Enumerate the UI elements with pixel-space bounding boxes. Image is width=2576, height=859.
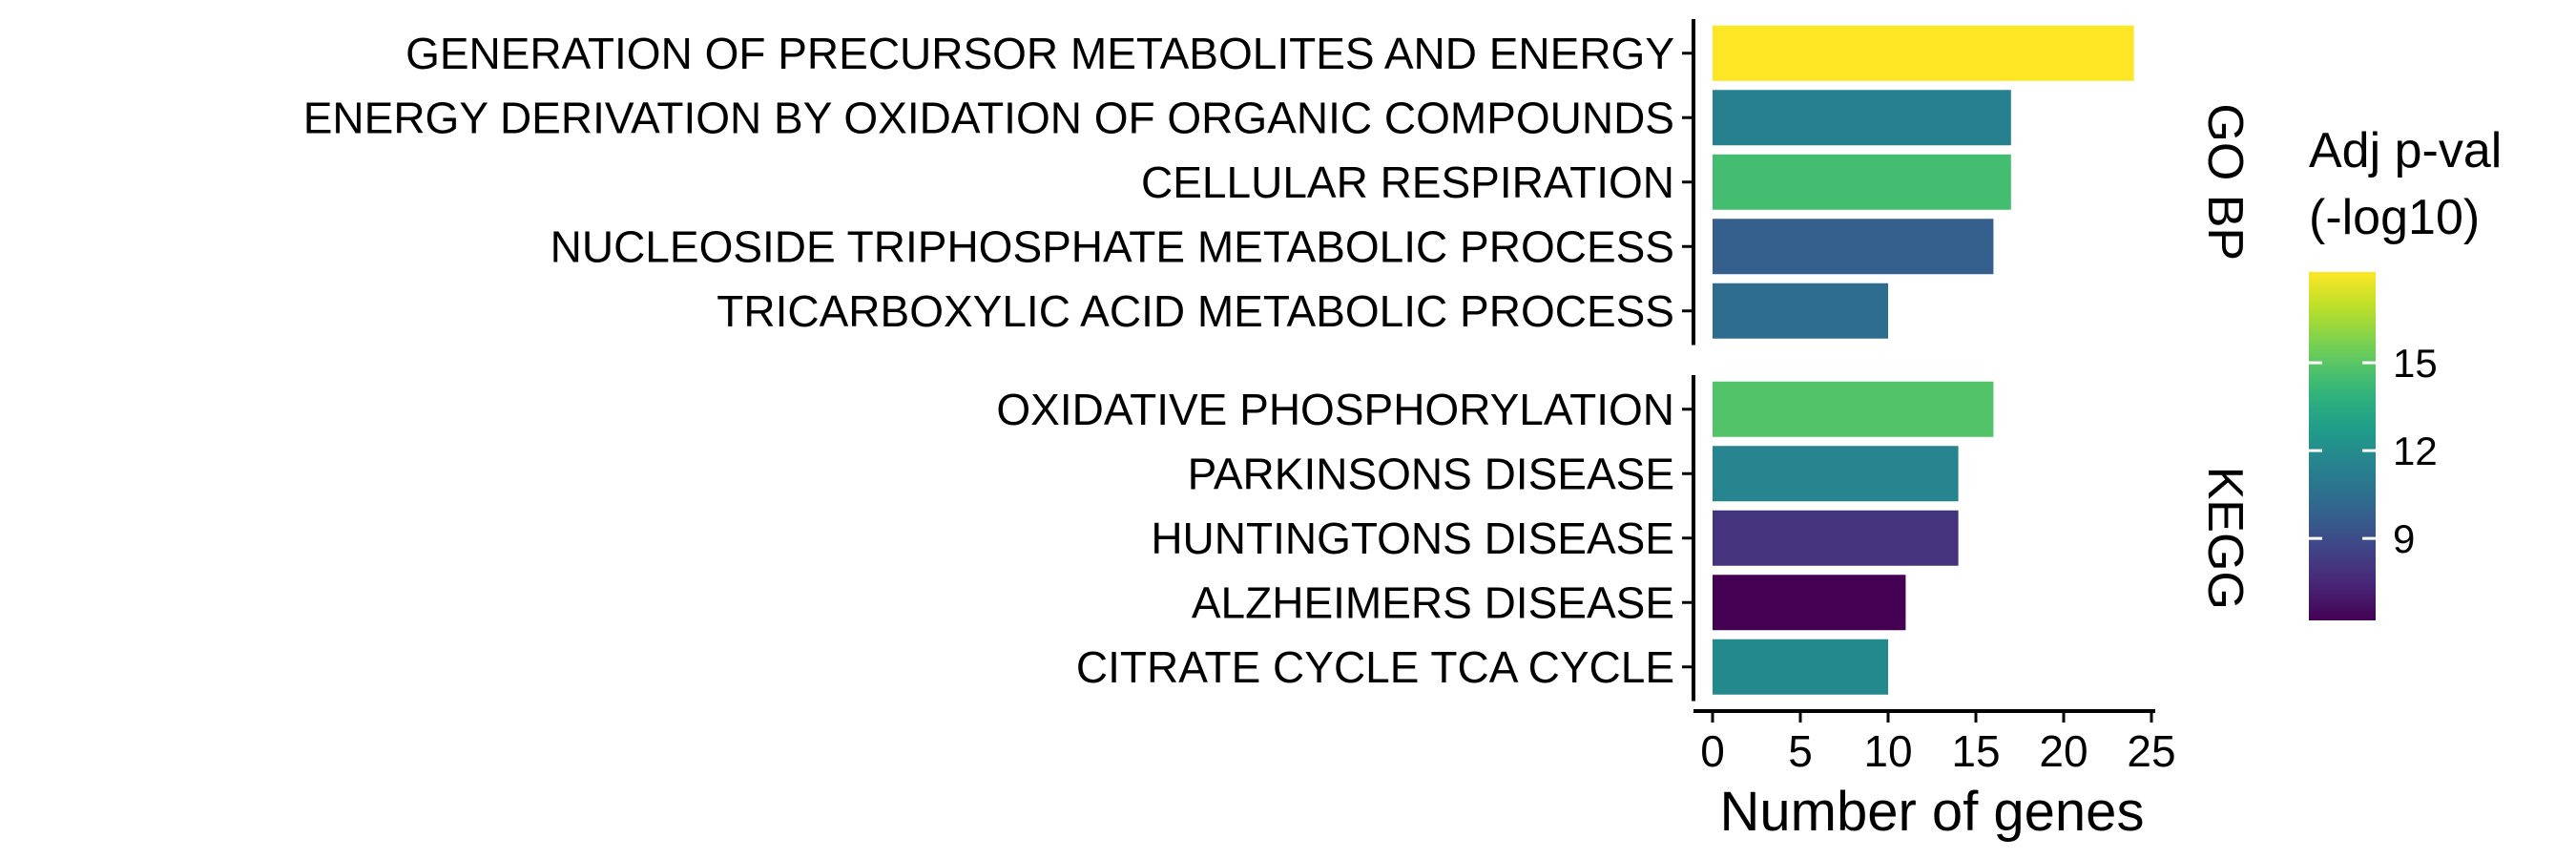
colorbar-tick-label: 12 [2393,429,2438,473]
category-label: CITRATE CYCLE TCA CYCLE [1076,642,1674,692]
category-label: TRICARBOXYLIC ACID METABOLIC PROCESS [717,286,1674,336]
category-label: NUCLEOSIDE TRIPHOSPHATE METABOLIC PROCES… [551,221,1674,271]
bar [1713,510,1959,566]
bar [1713,283,1888,339]
x-tick-label: 0 [1700,726,1725,776]
category-label: OXIDATIVE PHOSPHORYLATION [996,385,1674,434]
x-tick-label: 15 [1951,726,2000,776]
colorbar-tick-label: 9 [2393,516,2415,561]
bar [1713,381,1994,437]
legend-title-line: Adj p-val [2309,123,2502,178]
x-tick-label: 20 [2039,726,2088,776]
category-label: CELLULAR RESPIRATION [1141,157,1674,207]
category-label: GENERATION OF PRECURSOR METABOLITES AND … [405,29,1674,78]
bar [1713,154,2011,210]
category-label: PARKINSONS DISEASE [1188,449,1674,498]
colorbar-legend: Adj p-val (-log10) 9 12 15 [2309,123,2502,620]
category-label: ALZHEIMERS DISEASE [1192,577,1674,627]
panel-strip-label: KEGG [2197,467,2253,610]
panels-layer: GENERATION OF PRECURSOR METABOLITES AND … [303,19,2253,702]
x-axis-title: Number of genes [1720,781,2145,843]
bar [1713,90,2011,146]
panel-kegg: OXIDATIVE PHOSPHORYLATION PARKINSONS DISE… [996,375,2253,702]
x-axis: 0 5 10 15 20 25 [1693,709,2176,776]
colorbar-tick-label: 15 [2393,341,2438,386]
bar [1713,446,1959,502]
panel-go-bp: GENERATION OF PRECURSOR METABOLITES AND … [303,19,2253,346]
category-label: HUNTINGTONS DISEASE [1151,513,1674,563]
colorbar [2309,272,2376,620]
x-tick-label: 25 [2127,726,2175,776]
bar [1713,219,1994,275]
bar [1713,639,1888,695]
legend-title-line: (-log10) [2309,190,2480,245]
category-label: ENERGY DERIVATION BY OXIDATION OF ORGANI… [303,93,1674,142]
bar [1713,25,2134,81]
bar [1713,575,1906,631]
x-tick-label: 10 [1863,726,1912,776]
panel-strip-label: GO BP [2197,103,2253,261]
x-tick-label: 5 [1788,726,1813,776]
